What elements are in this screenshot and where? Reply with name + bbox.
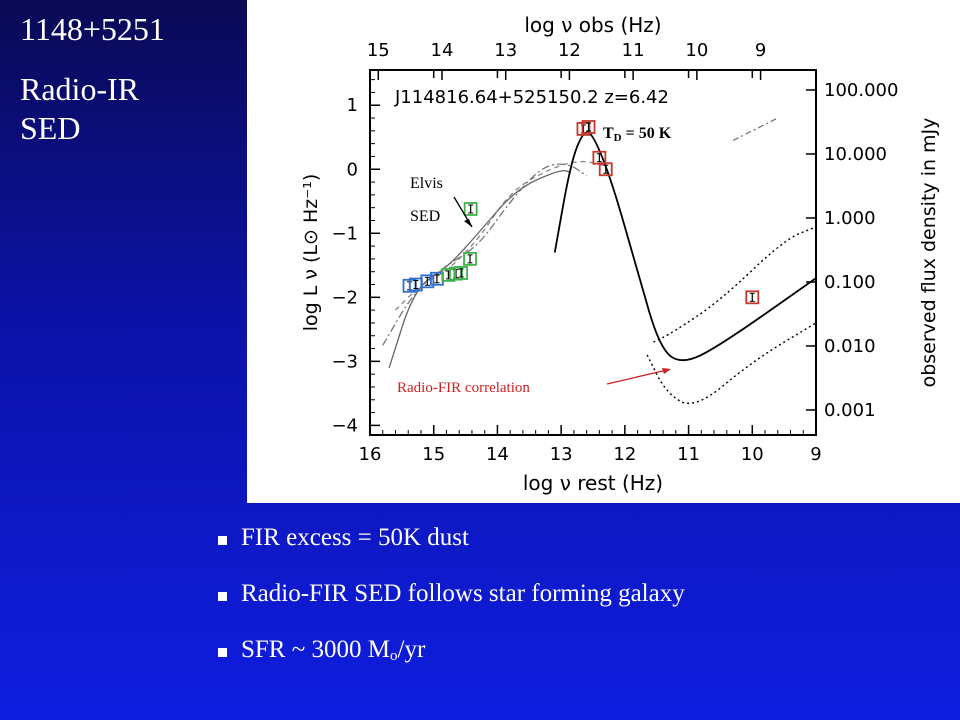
- sed-plot-panel: 16 15 14 13 12 11 10 9 15 14 13 12 11 10 9 1 0 −1 −2 −3 −4 10…: [247, 0, 960, 503]
- model-curve-elvis-solid-grey: [388, 169, 571, 368]
- data-point-red: [576, 122, 591, 136]
- x-top-tick-label: 13: [494, 40, 517, 61]
- x-bottom-tick-label: 13: [550, 444, 573, 465]
- x-top-axis-label: log ν obs (Hz): [524, 13, 661, 37]
- data-point-blue: [420, 274, 435, 289]
- data-point-green: [463, 202, 478, 216]
- slide-title: 1148+5251 Radio-IR SED: [20, 10, 230, 147]
- data-point-red: [581, 120, 596, 134]
- plot-frame: [369, 69, 817, 436]
- bullet-marker-icon: [218, 536, 227, 545]
- x-bottom-axis-label: log ν rest (Hz): [523, 471, 663, 495]
- data-point-green: [463, 252, 477, 266]
- y-left-axis-label: log L ν (L⊙ Hz⁻¹): [300, 174, 322, 332]
- bullet-item: SFR ~ 3000 Mo/yr: [218, 636, 685, 692]
- x-bottom-tick-label: 11: [677, 444, 700, 465]
- bullet-marker-icon: [218, 592, 227, 601]
- annotation-radio-fir: Radio-FIR correlation: [397, 380, 530, 396]
- y-right-tick-label: 0.001: [824, 400, 876, 421]
- y-left-tick-label: 0: [347, 159, 358, 180]
- bullet-text: Radio-FIR SED follows star forming galax…: [241, 580, 685, 607]
- x-bottom-tick-label: 10: [741, 444, 764, 465]
- model-curve-radio-lower-dotted: [646, 322, 817, 405]
- annotation-elvis-arrowhead: [464, 219, 472, 227]
- annotation-radio-fir-arrowhead: [662, 368, 671, 374]
- x-top-tick-label: 12: [558, 40, 581, 61]
- bullet-text: FIR excess = 50K dust: [241, 524, 469, 551]
- x-bottom-tick-label: 9: [810, 444, 821, 465]
- data-point-red: [745, 290, 760, 305]
- bullet-marker-icon: [218, 648, 227, 657]
- y-right-tick-label: 0.010: [824, 336, 876, 357]
- x-top-tick-label: 14: [431, 40, 454, 61]
- y-left-tick-label: −3: [331, 351, 358, 372]
- x-top-tick-label: 15: [367, 40, 390, 61]
- data-point-red: [598, 162, 613, 177]
- data-point-green: [454, 266, 469, 280]
- model-curve-upper-right-dashdot: [732, 117, 779, 142]
- sed-chart: 16 15 14 13 12 11 10 915 14 13 12 11 10 910−1−2−3−410…: [300, 13, 940, 495]
- x-bottom-tick-label: 14: [486, 444, 509, 465]
- y-right-tick-label: 10.000: [824, 144, 887, 165]
- y-right-tick-label: 1.000: [824, 208, 876, 229]
- annotation-elvis-line2: SED: [410, 208, 440, 225]
- y-right-tick-label: 0.100: [824, 272, 876, 293]
- title-subject: Radio-IR SED: [20, 71, 140, 146]
- x-bottom-tick-label: 16: [359, 444, 382, 465]
- model-curve-elvis-dashdot: [382, 163, 587, 346]
- x-top-tick-label: 9: [755, 40, 766, 61]
- bullet-item: FIR excess = 50K dust: [218, 524, 685, 580]
- annotation-elvis-line1: Elvis: [410, 175, 443, 192]
- model-curve-radio-upper-dotted: [653, 226, 817, 343]
- x-bottom-tick-label: 12: [613, 444, 636, 465]
- y-right-axis-label: observed flux density in mJy: [918, 118, 940, 388]
- bullet-list: FIR excess = 50K dust Radio-FIR SED foll…: [218, 524, 685, 692]
- chart-title: J114816.64+525150.2 z=6.42: [394, 87, 669, 108]
- annotation-radio-fir-arrow: [606, 369, 668, 385]
- y-left-tick-label: −4: [331, 415, 358, 436]
- y-left-tick-label: 1: [347, 95, 358, 116]
- x-bottom-tick-label: 15: [422, 444, 445, 465]
- model-curve-dust-50K-solid: [553, 131, 817, 362]
- y-left-tick-label: −2: [331, 287, 358, 308]
- x-top-tick-label: 11: [622, 40, 645, 61]
- annotation-dust-temperature: TD = 50 K: [603, 125, 672, 144]
- model-curve-elvis-dashed: [395, 160, 606, 311]
- x-top-tick-label: 10: [685, 40, 708, 61]
- bullet-text: SFR ~ 3000 Mo/yr: [241, 636, 426, 664]
- title-object-name: 1148+5251: [20, 11, 165, 47]
- y-right-tick-label: 100.000: [824, 80, 898, 101]
- bullet-item: Radio-FIR SED follows star forming galax…: [218, 580, 685, 636]
- y-left-tick-label: −1: [331, 223, 358, 244]
